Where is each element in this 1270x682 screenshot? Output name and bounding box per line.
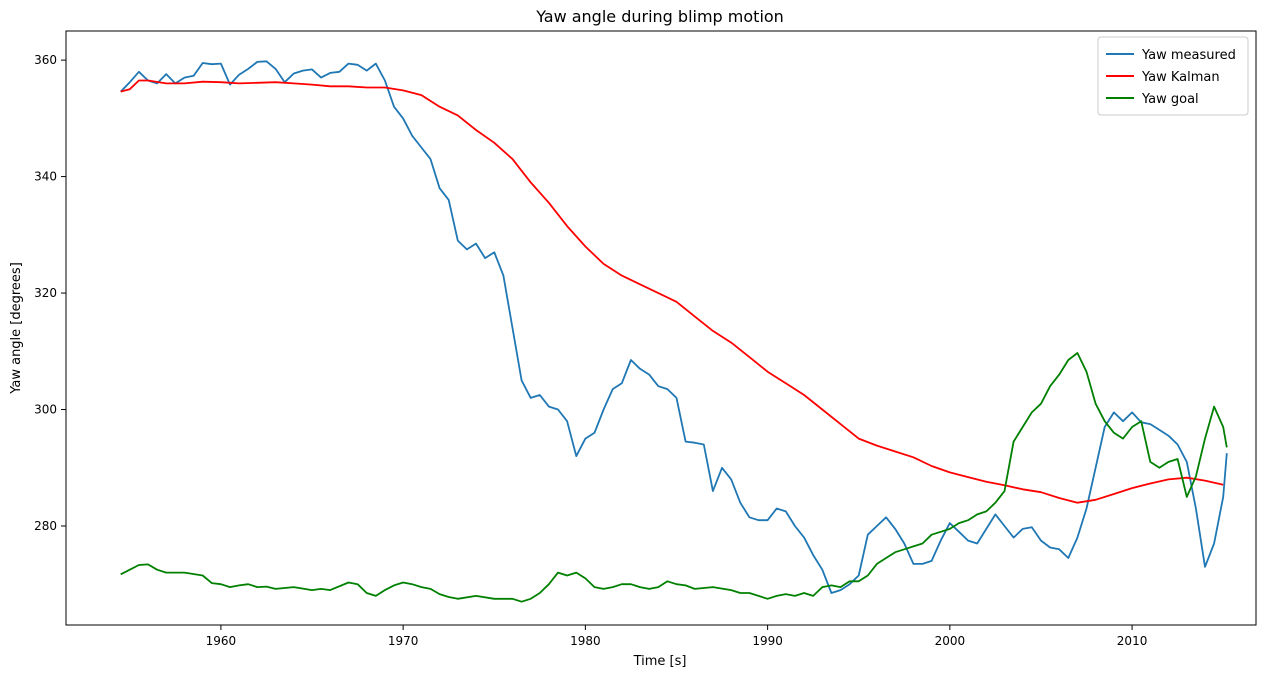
x-axis-label: Time [s] [633,654,687,669]
x-tick-label: 2000 [935,634,966,648]
plot-area [65,30,1257,626]
legend-label: Yaw measured [1141,48,1236,63]
y-tick-label: 280 [34,519,57,533]
y-tick-label: 340 [34,170,57,184]
legend-label: Yaw Kalman [1141,70,1220,85]
y-tick-label: 360 [34,53,57,67]
legend-box [1097,36,1249,116]
legend: Yaw measured Yaw Kalman Yaw goal [1097,36,1249,116]
x-tick-label: 1960 [206,634,237,648]
plot-frame [65,30,1257,626]
x-tick-label: 2010 [1117,634,1148,648]
y-tick-label: 300 [34,403,57,417]
x-tick-label: 1980 [570,634,601,648]
series-line-yaw-kalman [120,79,1224,504]
y-tick-label: 320 [34,286,57,300]
series-group [120,60,1228,603]
x-tick-label: 1970 [388,634,419,648]
x-axis: 1960 1970 1980 1990 2000 2010 [206,625,1148,648]
y-axis-label: Yaw angle [degrees] [9,262,24,395]
legend-label: Yaw goal [1141,92,1199,107]
x-tick-label: 1990 [752,634,783,648]
series-line-yaw-goal [120,352,1228,603]
chart-title: Yaw angle during blimp motion [535,7,784,26]
series-line-yaw-measured [120,60,1228,594]
y-axis: 280 300 320 340 360 [34,53,66,533]
